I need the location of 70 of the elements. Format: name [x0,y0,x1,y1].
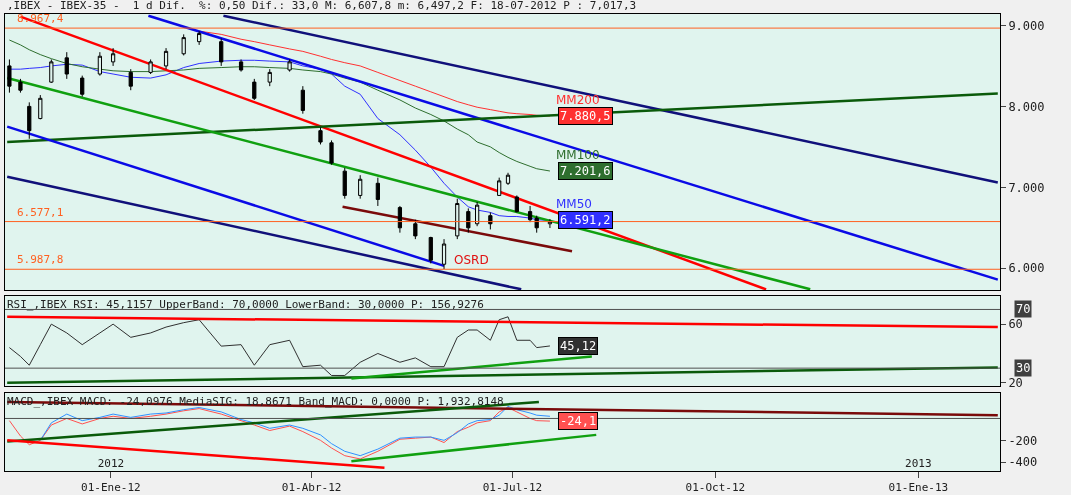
ref-line-label: 30 [1016,361,1031,375]
candlestick [252,78,257,101]
y-tick-label: 8.000 [1008,99,1045,114]
y-tick-label: 7.000 [1008,180,1045,195]
candlestick [300,85,305,115]
candlestick [267,68,272,87]
candlestick [514,194,519,213]
candlestick [219,37,224,67]
data-label: -24,1 [560,414,597,428]
candlestick [181,33,186,56]
x-tick-label: 01-Abr-12 [281,481,342,495]
candlestick [342,167,347,200]
y-tick-label: 60 [1008,317,1023,332]
series-label: MM100 [556,148,600,162]
candlestick [488,211,493,230]
candlestick [466,207,471,234]
candlestick [441,238,447,270]
ref-line-label: 6.577,1 [17,206,64,219]
annotation: OSRD [454,253,489,267]
candlestick [397,205,403,234]
candlestick [110,47,116,67]
chart-title: RSI_,IBEX RSI: 45,1157 UpperBand: 70,0000 LowerBand: 30,0000 P: 156,9276 [7,298,484,311]
candlestick [49,58,54,84]
y-tick-label: 9.000 [1008,18,1045,33]
candlestick [455,198,460,240]
candlestick [128,68,133,91]
series-label: MM200 [556,93,600,107]
x-tick-label: 01-Jul-12 [482,481,543,495]
ref-line-label: 5.987,8 [17,253,64,266]
candlestick [375,177,380,207]
x-tick-label: 01-Ene-12 [81,481,141,495]
candlestick [534,215,539,234]
candlestick [18,78,23,94]
candlestick [358,174,363,200]
candlestick [428,236,433,264]
candlestick [148,58,153,75]
chart-title: ,IBEX - IBEX-35 - 1 d Dif. %: 0,50 Dif.: 33,0 M: 6,607,8 m: 6,497,2 F: 18-07-2012 P : 7,017,3 [7,0,637,12]
candlestick [413,219,418,240]
y-tick-label: -200 [1008,433,1038,448]
candlestick [497,177,502,196]
candlestick [475,201,480,227]
candlestick [163,47,169,70]
data-label: 7.880,5 [560,109,611,123]
candlestick [238,58,244,73]
data-label: 6.591,2 [560,213,611,227]
data-label: 7.201,6 [560,164,611,178]
candlestick [318,126,323,145]
y-tick-label: 6.000 [1008,261,1045,276]
candlestick [7,58,12,94]
line-series [8,39,551,172]
candlestick [527,205,533,223]
x2-tick-label: 2013 [905,456,932,470]
candlestick [80,75,85,98]
series-label: MM50 [556,197,592,211]
x-tick-label: 01-Ene-13 [888,481,949,495]
candlestick [505,172,511,186]
ref-line-label: 70 [1016,302,1031,316]
data-label: 45,12 [560,339,597,353]
line-series [8,316,551,376]
candlestick [38,94,43,120]
candlestick [287,58,292,73]
x-tick-label: 01-Oct-12 [685,481,746,495]
candlestick [329,139,334,166]
candlestick [64,51,69,80]
x2-tick-label: 2012 [97,456,125,470]
candlestick [197,30,202,46]
y-tick-label: -400 [1008,455,1038,470]
candlestick [27,101,32,140]
candlestick [97,51,102,77]
y-tick-label: 20 [1008,376,1023,391]
